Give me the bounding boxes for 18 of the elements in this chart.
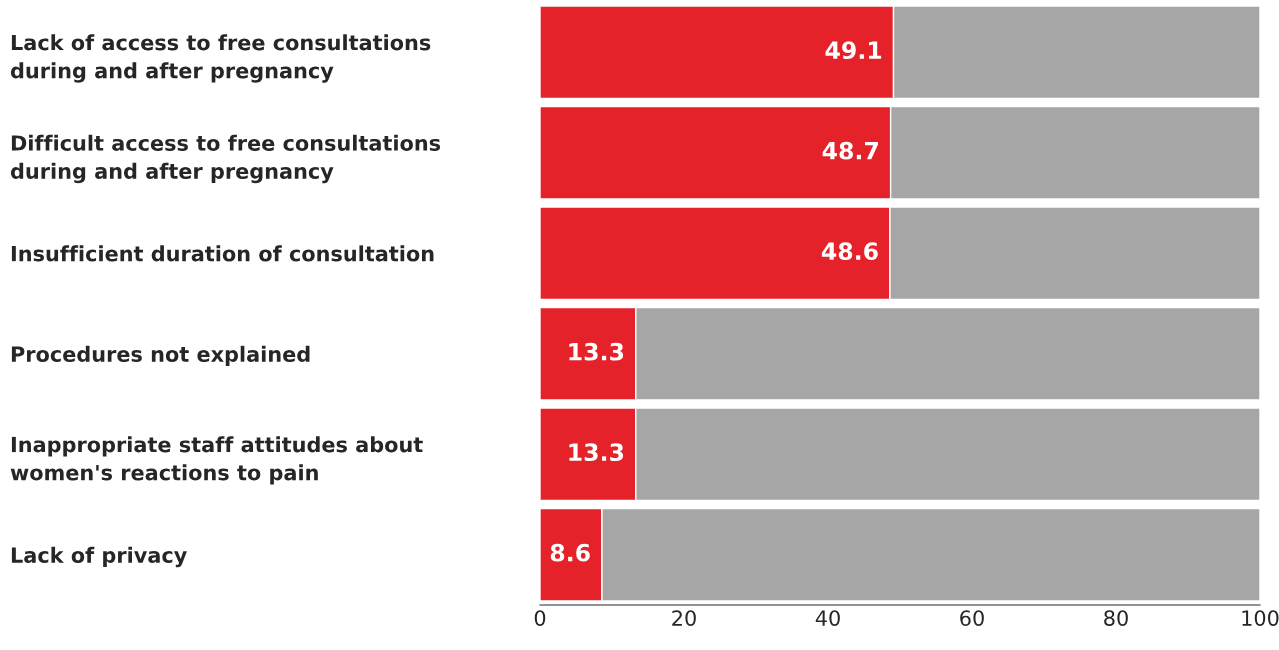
- data-label: 48.7: [822, 141, 878, 160]
- x-tick-label: 60: [960, 610, 984, 626]
- data-label: 48.6: [821, 242, 878, 261]
- y-tick-label: Insufficient duration of consultation: [11, 245, 434, 262]
- y-tick-label: Inappropriate staff attitudes about women's reactions to pain: [10, 436, 423, 485]
- data-label: 13.3: [569, 443, 624, 462]
- x-tick-label: 0: [534, 610, 546, 626]
- x-tick-label: 20: [672, 610, 696, 626]
- x-tick-label: 40: [815, 610, 840, 626]
- x-tick-label: 80: [1104, 610, 1128, 626]
- data-label: 8.6: [550, 543, 590, 562]
- data-label: 13.3: [569, 342, 624, 361]
- data-label: 49.1: [825, 41, 882, 60]
- y-tick-label: Difficult access to free consultations during and after pregnancy: [10, 134, 441, 184]
- y-tick-label: Lack of privacy: [11, 546, 187, 568]
- x-tick-label: 100: [1242, 610, 1279, 626]
- y-tick-label: Lack of access to free consultations during and after pregnancy: [10, 34, 431, 83]
- y-tick-label: Procedures not explained: [11, 345, 310, 366]
